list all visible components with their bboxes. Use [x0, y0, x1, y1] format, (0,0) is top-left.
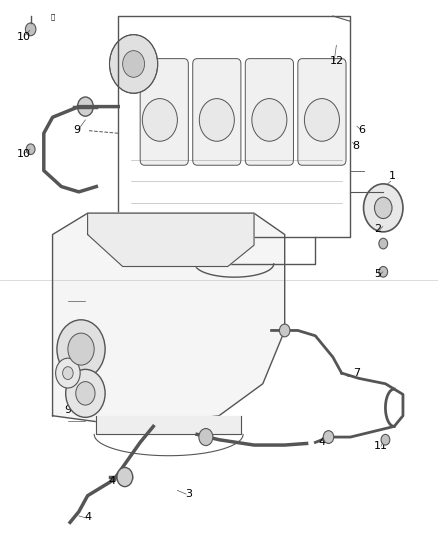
Circle shape: [123, 51, 145, 77]
Polygon shape: [53, 213, 285, 426]
Circle shape: [56, 358, 80, 388]
Text: 12: 12: [330, 56, 344, 66]
Text: 4: 4: [108, 476, 115, 486]
Circle shape: [26, 144, 35, 155]
Circle shape: [199, 99, 234, 141]
Text: 3: 3: [185, 489, 192, 499]
Circle shape: [25, 23, 36, 36]
Text: 8: 8: [352, 141, 359, 151]
FancyBboxPatch shape: [245, 59, 293, 165]
Text: 1: 1: [389, 171, 396, 181]
Circle shape: [304, 99, 339, 141]
Circle shape: [199, 429, 213, 446]
Circle shape: [364, 184, 403, 232]
Circle shape: [57, 320, 105, 378]
Text: 6: 6: [358, 125, 365, 135]
Circle shape: [66, 369, 105, 417]
Circle shape: [379, 238, 388, 249]
Text: 7: 7: [353, 368, 360, 378]
FancyBboxPatch shape: [140, 59, 188, 165]
Circle shape: [379, 266, 388, 277]
Text: 9: 9: [64, 405, 71, 415]
Text: 10: 10: [17, 149, 31, 159]
Text: 10: 10: [17, 32, 31, 42]
Circle shape: [68, 333, 94, 365]
Circle shape: [76, 382, 95, 405]
Circle shape: [63, 367, 73, 379]
Text: 9: 9: [73, 125, 80, 135]
Text: 4: 4: [84, 512, 91, 522]
Text: 2: 2: [374, 224, 381, 234]
Circle shape: [381, 434, 390, 445]
Circle shape: [279, 324, 290, 337]
Circle shape: [78, 97, 93, 116]
Circle shape: [252, 99, 287, 141]
Circle shape: [374, 197, 392, 219]
Polygon shape: [96, 416, 241, 434]
FancyBboxPatch shape: [193, 59, 241, 165]
Text: 11: 11: [374, 441, 388, 451]
Polygon shape: [88, 213, 254, 266]
Circle shape: [110, 35, 158, 93]
FancyBboxPatch shape: [298, 59, 346, 165]
Circle shape: [117, 467, 133, 487]
Text: 4: 4: [318, 437, 325, 447]
Text: 5: 5: [374, 269, 381, 279]
Circle shape: [142, 99, 177, 141]
Text: ⬛: ⬛: [50, 14, 55, 20]
Circle shape: [323, 431, 334, 443]
